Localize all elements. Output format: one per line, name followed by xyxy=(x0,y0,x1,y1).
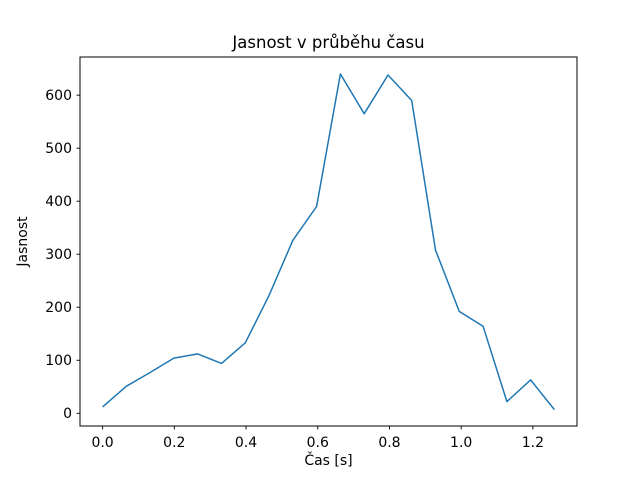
data-line xyxy=(102,73,555,411)
y-tick-label: 200 xyxy=(45,300,72,316)
chart-title: Jasnost v průběhu času xyxy=(231,33,424,52)
y-axis-ticks: 0 100 200 300 400 500 600 xyxy=(45,88,80,422)
plot-border xyxy=(79,56,578,427)
y-tick-label: 0 xyxy=(63,406,72,422)
x-tick-label: 0.0 xyxy=(91,435,113,451)
x-tick-label: 1.2 xyxy=(522,435,544,451)
x-tick-label: 0.6 xyxy=(307,435,329,451)
x-axis-label: Čas [s] xyxy=(304,451,352,469)
y-tick-label: 300 xyxy=(45,247,72,263)
y-tick-label: 600 xyxy=(45,88,72,104)
x-tick-label: 1.0 xyxy=(450,435,472,451)
y-tick-label: 100 xyxy=(45,353,72,369)
y-axis-label: Jasnost xyxy=(15,216,31,268)
x-axis-ticks: 0.0 0.2 0.4 0.6 0.8 1.0 1.2 xyxy=(91,426,544,451)
x-tick-label: 0.4 xyxy=(235,435,257,451)
x-tick-label: 0.2 xyxy=(163,435,185,451)
y-tick-label: 500 xyxy=(45,141,72,157)
y-tick-label: 400 xyxy=(45,194,72,210)
x-tick-label: 0.8 xyxy=(378,435,400,451)
